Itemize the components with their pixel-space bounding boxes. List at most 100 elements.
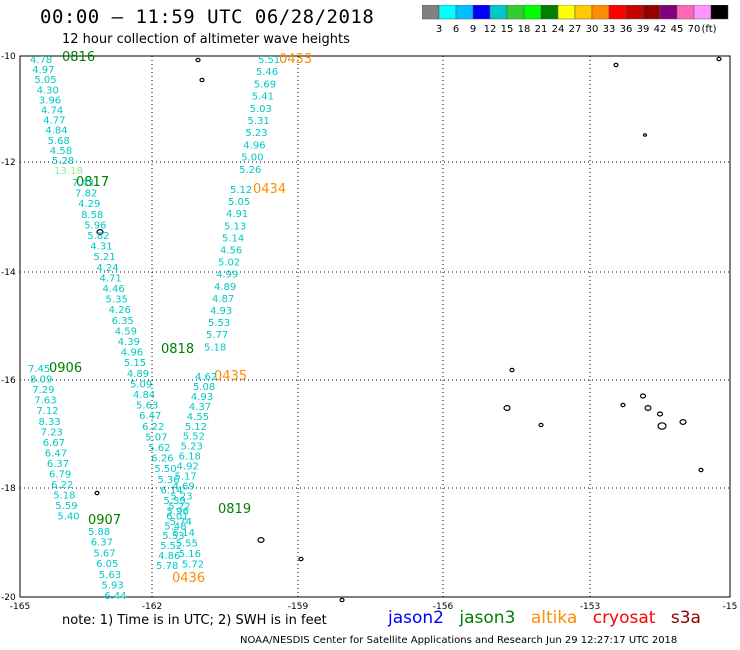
satellite-key: jason2 jason3 altika cryosat s3a [388,608,711,628]
wave-height-value: 5.52 [160,541,182,552]
map-subtitle: 12 hour collection of altimeter wave hei… [62,32,350,47]
wave-height-value: 5.23 [245,128,267,139]
wave-height-value: 5.69 [254,79,276,90]
legend-label: 30 [586,24,599,35]
legend-label: 3 [436,24,442,35]
wave-height-value: 5.17 [175,472,197,483]
sat-jason2: jason2 [388,608,444,628]
wave-height-value: 5.22 [168,501,190,512]
wave-height-value: 5.21 [93,252,115,263]
wave-height-value: 5.12 [185,422,207,433]
wave-height-value: 4.96 [243,140,265,151]
sat-s3a: s3a [670,608,701,628]
wave-height-value: 5.63 [99,570,121,581]
island-outline [656,411,664,417]
wave-height-value: 4.91 [226,209,248,220]
wave-height-value: 4.71 [99,273,121,284]
wave-height-value: 5.41 [252,92,274,103]
legend-label: 18 [518,24,531,35]
wave-height-value: 5.62 [148,443,170,454]
wave-height-value: 5.02 [218,258,240,269]
wave-height-value: 4.93 [210,306,232,317]
wave-height-value: 5.05 [34,75,56,86]
track-0819: 0819 [218,502,251,517]
wave-height-value: 5.07 [145,432,167,443]
wave-height-value: 6.67 [43,438,65,449]
legend-label: 45 [671,24,684,35]
legend-label: 33 [603,24,616,35]
wave-height-value: 4.84 [133,390,155,401]
track-time-label: 0907 [88,513,121,528]
wave-height-value: 4.46 [103,284,125,295]
wave-height-value: 3.96 [39,95,61,106]
wave-height-value: 4.87 [212,294,234,305]
wave-height-value: 5.82 [87,231,109,242]
footnote: note: 1) Time is in UTC; 2) SWH is in fe… [62,613,327,628]
wave-height-value: 6.01 [166,511,188,522]
wave-height-value: 5.51 [258,55,280,66]
wave-height-value: 5.28 [52,156,74,167]
sat-altika: altika [530,608,578,628]
wave-height-value: 5.36 [157,475,179,486]
wave-height-value: 5.15 [124,358,146,369]
wave-height-value: 5.96 [167,507,189,518]
wave-height-value: 5.74 [170,517,192,528]
credit-line: NOAA/NESDIS Center for Satellite Applica… [240,635,678,646]
lat-tick-label: -18 [1,484,16,494]
island-outline [94,490,100,496]
wave-height-value: 5.48 [164,521,186,532]
wave-height-value: 5.23 [170,491,192,502]
wave-height-value: 4.93 [191,392,213,403]
sat-jason3: jason3 [459,608,516,628]
island-outline [657,422,667,430]
wave-height-value: 6.37 [91,538,113,549]
lon-tick-label: -15 [723,602,738,612]
track-0818: 0818 [161,342,194,357]
island-outline [538,422,544,428]
wave-height-value: 7.43 [72,178,94,189]
track-0816: 0816 4.784.975.054.303.964.744.774.845.68… [30,50,95,177]
island-outline [509,367,515,373]
island-outline [642,133,648,137]
wave-height-value: 4.26 [109,305,131,316]
wave-height-value: 5.16 [179,549,201,560]
wave-height-value: 4.92 [177,462,199,473]
wave-height-value: 5.59 [55,501,77,512]
legend-label: (ft) [701,24,716,35]
wave-height-value: 5.26 [239,165,261,176]
lat-tick-label: -12 [1,158,16,168]
lat-tick-label: -14 [1,268,16,278]
wave-height-value: 6.22 [51,480,73,491]
island-outline [639,393,647,399]
track-0817: 08177.437.824.298.585.965.824.315.214.24… [72,175,204,571]
legend-label: 36 [620,24,633,35]
wave-height-value: 4.39 [118,337,140,348]
legend-label: 6 [453,24,459,35]
wave-height-value: 7.82 [75,189,97,200]
wave-height-value: 4.89 [127,369,149,380]
wave-height-value: 4.89 [214,282,236,293]
wave-height-value: 6.05 [96,559,118,570]
legend-label: 39 [637,24,650,35]
wave-height-value: 5.05 [228,197,250,208]
wave-height-value: 5.31 [248,116,270,127]
wave-height-value: 4.29 [78,199,100,210]
track-time-label: 0818 [161,342,194,357]
wave-height-value: 13.18 [54,166,83,177]
wave-height-value: 5.88 [88,527,110,538]
wave-height-value: 6.22 [142,422,164,433]
island-outline [195,57,201,63]
island-outline [620,402,626,408]
wave-height-value: 5.72 [182,560,204,571]
legend-label: 42 [654,24,667,35]
wave-height-value: 5.03 [250,104,272,115]
wave-height-value: 4.58 [50,146,72,157]
legend-label: 24 [552,24,565,35]
wave-height-value: 6.47 [139,411,161,422]
wave-height-value: 5.93 [102,581,124,592]
island-outline [96,229,104,236]
wave-height-value: 4.69 [172,481,194,492]
wave-height-value: 5.63 [136,401,158,412]
